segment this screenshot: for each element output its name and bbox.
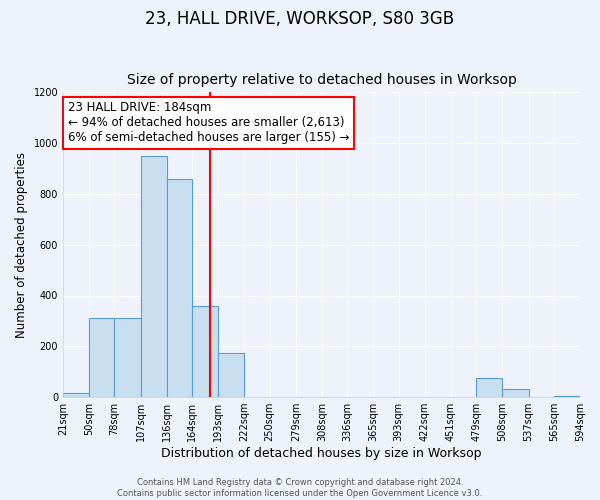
Bar xyxy=(502,390,529,397)
Bar xyxy=(167,178,192,397)
Bar xyxy=(140,156,167,397)
Text: 23, HALL DRIVE, WORKSOP, S80 3GB: 23, HALL DRIVE, WORKSOP, S80 3GB xyxy=(145,10,455,28)
Bar xyxy=(63,394,89,397)
Text: Contains HM Land Registry data © Crown copyright and database right 2024.
Contai: Contains HM Land Registry data © Crown c… xyxy=(118,478,482,498)
Bar xyxy=(554,396,580,397)
Y-axis label: Number of detached properties: Number of detached properties xyxy=(15,152,28,338)
Bar xyxy=(476,378,502,397)
Title: Size of property relative to detached houses in Worksop: Size of property relative to detached ho… xyxy=(127,73,517,87)
Text: 23 HALL DRIVE: 184sqm
← 94% of detached houses are smaller (2,613)
6% of semi-de: 23 HALL DRIVE: 184sqm ← 94% of detached … xyxy=(68,102,350,144)
X-axis label: Distribution of detached houses by size in Worksop: Distribution of detached houses by size … xyxy=(161,447,482,460)
Bar xyxy=(218,352,244,397)
Bar xyxy=(192,306,218,397)
Bar xyxy=(115,318,140,397)
Bar xyxy=(89,318,115,397)
